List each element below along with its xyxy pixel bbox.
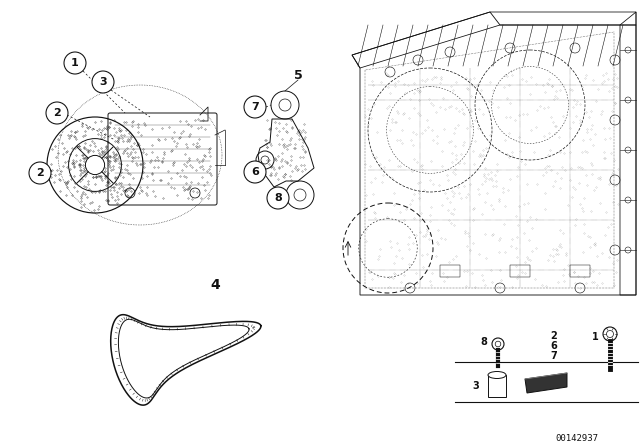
Circle shape	[244, 96, 266, 118]
Bar	[510, 265, 530, 277]
Ellipse shape	[488, 371, 506, 379]
Text: 7: 7	[251, 102, 259, 112]
Text: 6: 6	[251, 167, 259, 177]
Circle shape	[244, 161, 266, 183]
Text: 6: 6	[550, 341, 557, 351]
Text: 2: 2	[550, 331, 557, 341]
Text: 3: 3	[99, 77, 107, 87]
Text: 5: 5	[294, 69, 302, 82]
Polygon shape	[525, 373, 567, 393]
Circle shape	[46, 102, 68, 124]
Bar	[488, 375, 506, 397]
Text: 4: 4	[210, 278, 220, 292]
Text: 00142937: 00142937	[556, 434, 598, 443]
Text: 8: 8	[481, 337, 488, 347]
Text: 2: 2	[53, 108, 61, 118]
Text: 8: 8	[274, 193, 282, 203]
Text: 2: 2	[36, 168, 44, 178]
Circle shape	[64, 52, 86, 74]
Circle shape	[92, 71, 114, 93]
Text: 3: 3	[472, 381, 479, 391]
Circle shape	[29, 162, 51, 184]
Bar	[440, 265, 460, 277]
Text: 1: 1	[591, 332, 598, 342]
Circle shape	[603, 327, 617, 341]
Circle shape	[267, 187, 289, 209]
Circle shape	[492, 338, 504, 350]
Text: 1: 1	[71, 58, 79, 68]
Text: 7: 7	[550, 351, 557, 361]
Bar	[570, 265, 590, 277]
